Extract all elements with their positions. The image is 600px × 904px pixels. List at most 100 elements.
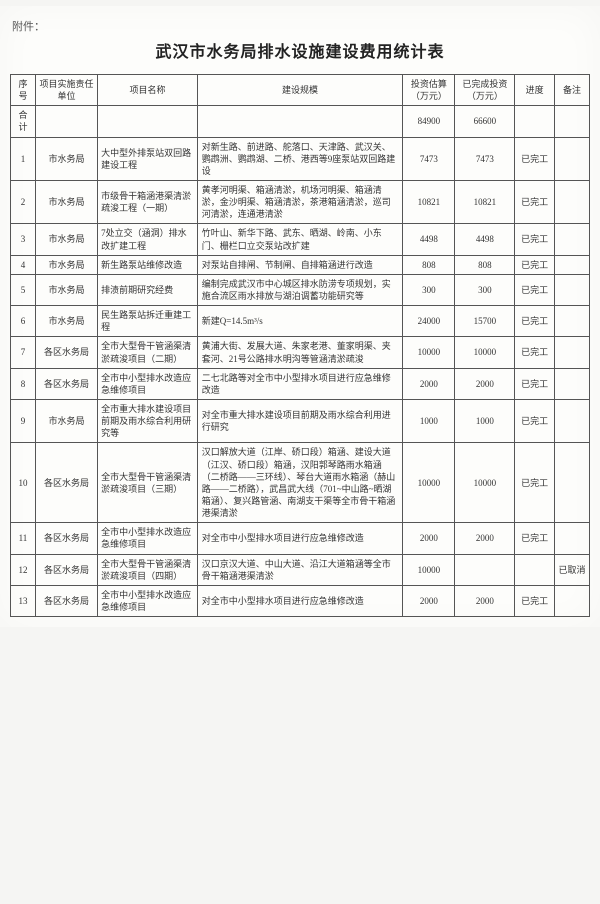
cell-name: 大中型外排泵站双回路建设工程 [98, 137, 198, 180]
cell-invest: 300 [403, 274, 455, 305]
total-seq: 合计 [11, 106, 36, 137]
cell-done: 10000 [455, 337, 515, 368]
cell-unit: 市水务局 [35, 306, 97, 337]
cell-scale: 对全市中小型排水项目进行应急维修改造 [197, 523, 402, 554]
cell-done: 2000 [455, 585, 515, 616]
table-row: 10各区水务局全市大型骨干管涵渠清淤疏浚项目（三期）汉口解放大道（江岸、硚口段）… [11, 443, 590, 523]
cell-invest: 1000 [403, 399, 455, 442]
total-invest: 84900 [403, 106, 455, 137]
cell-note [555, 224, 590, 255]
cell-done: 10000 [455, 443, 515, 523]
cell-invest: 7473 [403, 137, 455, 180]
table-row: 2市水务局市级骨干箱涵港渠清淤疏浚工程（一期）黄孝河明渠、箱涵清淤，机场河明渠、… [11, 180, 590, 223]
cell-done: 15700 [455, 306, 515, 337]
cell-seq: 3 [11, 224, 36, 255]
cell-note [555, 368, 590, 399]
total-row: 合计 84900 66600 [11, 106, 590, 137]
cell-seq: 13 [11, 585, 36, 616]
cell-done: 2000 [455, 523, 515, 554]
cell-done: 7473 [455, 137, 515, 180]
cell-progress: 已完工 [515, 255, 555, 274]
table-row: 13各区水务局全市中小型排水改造应急维修项目对全市中小型排水项目进行应急维修改造… [11, 585, 590, 616]
total-unit [35, 106, 97, 137]
cell-scale: 新建Q=14.5m³/s [197, 306, 402, 337]
cell-scale: 对新生路、前进路、舵落口、天津路、武汉关、鹦鹉洲、鹦鹉湖、二桥、港西等9座泵站双… [197, 137, 402, 180]
cell-progress: 已完工 [515, 224, 555, 255]
cell-scale: 二七北路等对全市中小型排水项目进行应急维修改造 [197, 368, 402, 399]
cell-scale: 黄孝河明渠、箱涵清淤，机场河明渠、箱涵清淤，金沙明渠、箱涵清淤，茶港箱涵清淤，巡… [197, 180, 402, 223]
cell-progress: 已完工 [515, 274, 555, 305]
cell-seq: 12 [11, 554, 36, 585]
cell-progress: 已完工 [515, 137, 555, 180]
cell-unit: 市水务局 [35, 255, 97, 274]
cell-unit: 各区水务局 [35, 443, 97, 523]
cell-invest: 10000 [403, 554, 455, 585]
cell-scale: 汉口解放大道（江岸、硚口段）箱涵、建设大道（江汉、硚口段）箱涵，汉阳郭琴路雨水箱… [197, 443, 402, 523]
cell-seq: 7 [11, 337, 36, 368]
cell-progress: 已完工 [515, 585, 555, 616]
table-row: 12各区水务局全市大型骨干管涵渠清淤疏浚项目（四期）汉口京汉大道、中山大道、沿江… [11, 554, 590, 585]
cell-invest: 4498 [403, 224, 455, 255]
cell-name: 全市大型骨干管涵渠清淤疏浚项目（四期） [98, 554, 198, 585]
cell-scale: 黄浦大街、发展大道、朱家老港、董家明渠、夹套河、21号公路排水明沟等管涵清淤疏浚 [197, 337, 402, 368]
th-note: 备注 [555, 75, 590, 106]
cell-unit: 各区水务局 [35, 523, 97, 554]
cell-name: 全市大型骨干管涵渠清淤疏浚项目（二期） [98, 337, 198, 368]
table-row: 7各区水务局全市大型骨干管涵渠清淤疏浚项目（二期）黄浦大街、发展大道、朱家老港、… [11, 337, 590, 368]
th-unit: 项目实施责任单位 [35, 75, 97, 106]
cell-seq: 11 [11, 523, 36, 554]
cell-progress [515, 554, 555, 585]
cell-note [555, 585, 590, 616]
th-scale: 建设规模 [197, 75, 402, 106]
cell-progress: 已完工 [515, 399, 555, 442]
total-done: 66600 [455, 106, 515, 137]
cell-scale: 汉口京汉大道、中山大道、沿江大道箱涵等全市骨干箱涵港渠清淤 [197, 554, 402, 585]
cell-unit: 各区水务局 [35, 337, 97, 368]
cell-invest: 2000 [403, 585, 455, 616]
table-row: 11各区水务局全市中小型排水改造应急维修项目对全市中小型排水项目进行应急维修改造… [11, 523, 590, 554]
table-row: 8各区水务局全市中小型排水改造应急维修项目二七北路等对全市中小型排水项目进行应急… [11, 368, 590, 399]
cell-name: 排渍前期研究经费 [98, 274, 198, 305]
cell-invest: 10000 [403, 443, 455, 523]
total-progress [515, 106, 555, 137]
cell-note [555, 306, 590, 337]
table-row: 6市水务局民生路泵站拆迁重建工程新建Q=14.5m³/s2400015700已完… [11, 306, 590, 337]
th-progress: 进度 [515, 75, 555, 106]
cell-note [555, 137, 590, 180]
cell-progress: 已完工 [515, 443, 555, 523]
cell-progress: 已完工 [515, 180, 555, 223]
cell-done: 4498 [455, 224, 515, 255]
table-header-row: 序号 项目实施责任单位 项目名称 建设规模 投资估算（万元） 已完成投资（万元）… [11, 75, 590, 106]
cell-scale: 竹叶山、新华下路、武东、晒湖、岭南、小东门、栅栏口立交泵站改扩建 [197, 224, 402, 255]
cell-invest: 10821 [403, 180, 455, 223]
cell-unit: 各区水务局 [35, 554, 97, 585]
cell-name: 全市中小型排水改造应急维修项目 [98, 368, 198, 399]
cell-name: 民生路泵站拆迁重建工程 [98, 306, 198, 337]
cell-name: 全市重大排水建设项目前期及雨水综合利用研究等 [98, 399, 198, 442]
cell-seq: 9 [11, 399, 36, 442]
cell-unit: 市水务局 [35, 180, 97, 223]
th-invest: 投资估算（万元） [403, 75, 455, 106]
cell-done [455, 554, 515, 585]
cell-invest: 2000 [403, 368, 455, 399]
cell-done: 808 [455, 255, 515, 274]
cell-invest: 808 [403, 255, 455, 274]
cell-note [555, 337, 590, 368]
total-name [98, 106, 198, 137]
cell-note [555, 180, 590, 223]
cell-note [555, 443, 590, 523]
cell-progress: 已完工 [515, 337, 555, 368]
page-title: 武汉市水务局排水设施建设费用统计表 [10, 38, 590, 62]
cell-done: 1000 [455, 399, 515, 442]
cell-unit: 市水务局 [35, 399, 97, 442]
cell-note [555, 399, 590, 442]
cell-invest: 2000 [403, 523, 455, 554]
cell-seq: 8 [11, 368, 36, 399]
cell-unit: 市水务局 [35, 274, 97, 305]
cell-seq: 2 [11, 180, 36, 223]
cell-seq: 10 [11, 443, 36, 523]
cell-invest: 10000 [403, 337, 455, 368]
th-name: 项目名称 [98, 75, 198, 106]
cell-progress: 已完工 [515, 368, 555, 399]
cell-note [555, 274, 590, 305]
